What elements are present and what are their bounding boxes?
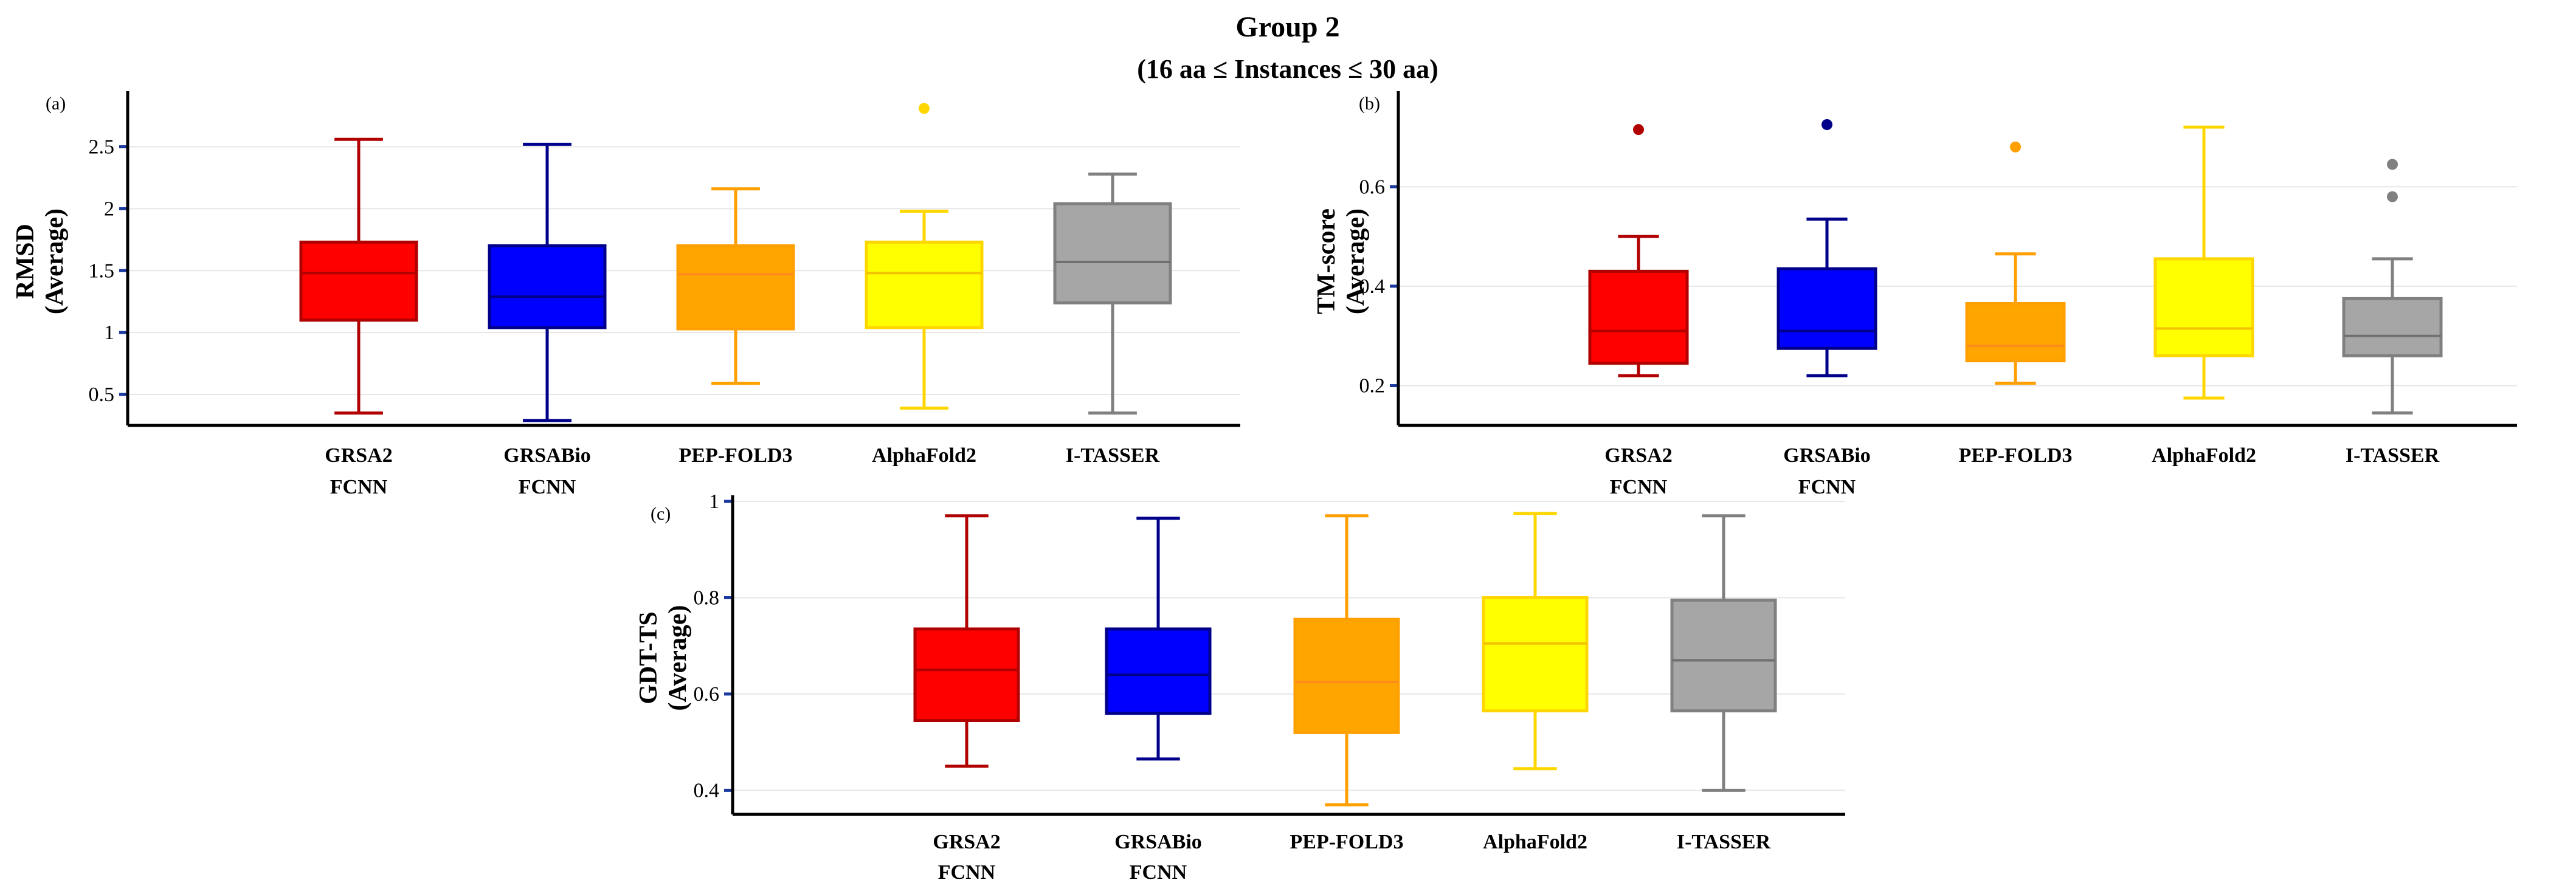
x-category-label: GRSA2 — [325, 444, 392, 467]
x-category-sublabel: FCNN — [1798, 476, 1856, 498]
y-axis-subtitle: (Average) — [1342, 208, 1370, 314]
x-category-label: I-TASSER — [1066, 444, 1160, 467]
outlier-point — [919, 103, 930, 114]
x-category-sublabel: FCNN — [1610, 476, 1668, 498]
panel-label: (a) — [46, 94, 66, 114]
y-tick-label: 1 — [709, 490, 719, 513]
box-alphafold2 — [1482, 512, 1589, 771]
figure-title: Group 2 — [1235, 11, 1339, 43]
outlier-point — [2010, 141, 2021, 153]
box-grsabio — [488, 142, 607, 422]
outlier-point — [1633, 124, 1644, 136]
x-category-label: AlphaFold2 — [2152, 444, 2256, 467]
iqr-box — [865, 240, 984, 329]
y-tick-label: 0.2 — [1359, 375, 1386, 397]
iqr-box — [1777, 267, 1877, 350]
iqr-box — [2342, 297, 2443, 357]
y-tick-label: 1 — [104, 321, 114, 344]
x-category-sublabel: FCNN — [519, 476, 576, 498]
y-axis-subtitle: (Average) — [41, 208, 69, 314]
x-category-label: AlphaFold2 — [1483, 831, 1587, 853]
y-tick-label: 0.4 — [1359, 275, 1386, 298]
x-category-label: GRSA2 — [933, 831, 1000, 853]
box-grsa2 — [1588, 124, 1689, 377]
box-grsabio — [1105, 517, 1212, 761]
x-category-label: GRSABio — [503, 444, 591, 467]
box-i-tasser — [2342, 159, 2443, 415]
y-axis-title: GDT-TS — [635, 611, 663, 704]
iqr-box — [1293, 617, 1400, 734]
outlier-point — [1822, 119, 1832, 130]
box-pep-fold3 — [1293, 514, 1400, 806]
box-alphafold2 — [865, 103, 984, 410]
y-tick-label: 2.5 — [89, 136, 115, 159]
y-tick-label: 0.5 — [89, 383, 115, 406]
y-tick-label: 0.4 — [694, 779, 720, 802]
y-tick-label: 0.6 — [1359, 176, 1386, 198]
x-category-label: PEP-FOLD3 — [1959, 444, 2073, 467]
panel-a: (a) 0.5 1 1.5 2 2.5 RMSD (Average) GRSA2 FCNN GRSA… — [12, 91, 1240, 498]
x-category-label: GRSABio — [1114, 831, 1202, 853]
iqr-box — [913, 627, 1020, 723]
x-category-label: PEP-FOLD3 — [679, 444, 793, 467]
panel-c: (c) 0.4 0.6 0.8 1 GDT-TS (Average) GRSA2 FCNN GRS… — [635, 490, 1845, 884]
iqr-box — [1482, 596, 1589, 713]
panel-b: (b) 0.2 0.4 0.6 TM-score (Average) GRSA2 FCNN GR… — [1313, 91, 2517, 498]
iqr-box — [1965, 302, 2066, 363]
y-tick-label: 0.6 — [694, 683, 720, 706]
x-category-label: I-TASSER — [1677, 831, 1771, 853]
x-category-sublabel: FCNN — [1130, 861, 1187, 884]
box-grsa2 — [299, 137, 418, 415]
box-pep-fold3 — [1965, 141, 2066, 385]
y-axis-subtitle: (Average) — [664, 605, 692, 710]
iqr-box — [676, 244, 795, 331]
panel-label: (c) — [651, 504, 671, 524]
iqr-box — [1588, 269, 1689, 365]
y-tick-label: 1.5 — [89, 260, 115, 282]
iqr-box — [1105, 627, 1212, 715]
panel-label: (b) — [1359, 94, 1380, 114]
outlier-point — [2387, 191, 2398, 202]
box-alphafold2 — [2153, 125, 2254, 400]
iqr-box — [1053, 202, 1172, 304]
y-tick-label: 2 — [104, 198, 114, 220]
iqr-box — [1670, 598, 1777, 713]
iqr-box — [299, 240, 418, 322]
y-tick-label: 0.8 — [694, 586, 720, 609]
x-category-label: AlphaFold2 — [872, 444, 976, 467]
x-category-label: GRSABio — [1783, 444, 1871, 467]
y-axis-title: TM-score — [1313, 208, 1341, 314]
figure-subtitle: (16 aa ≤ Instances ≤ 30 aa) — [1137, 54, 1438, 84]
x-category-label: I-TASSER — [2346, 444, 2440, 467]
y-axis-title: RMSD — [12, 224, 40, 299]
x-category-label: PEP-FOLD3 — [1290, 831, 1404, 853]
box-i-tasser — [1053, 172, 1172, 415]
x-category-label: GRSA2 — [1604, 444, 1672, 467]
x-category-sublabel: FCNN — [330, 476, 388, 498]
x-category-sublabel: FCNN — [938, 861, 996, 884]
iqr-box — [488, 244, 607, 329]
iqr-box — [2153, 257, 2254, 357]
box-pep-fold3 — [676, 187, 795, 385]
outlier-point — [2387, 159, 2398, 170]
box-grsabio — [1777, 119, 1877, 377]
box-i-tasser — [1670, 514, 1777, 792]
box-grsa2 — [913, 514, 1020, 768]
